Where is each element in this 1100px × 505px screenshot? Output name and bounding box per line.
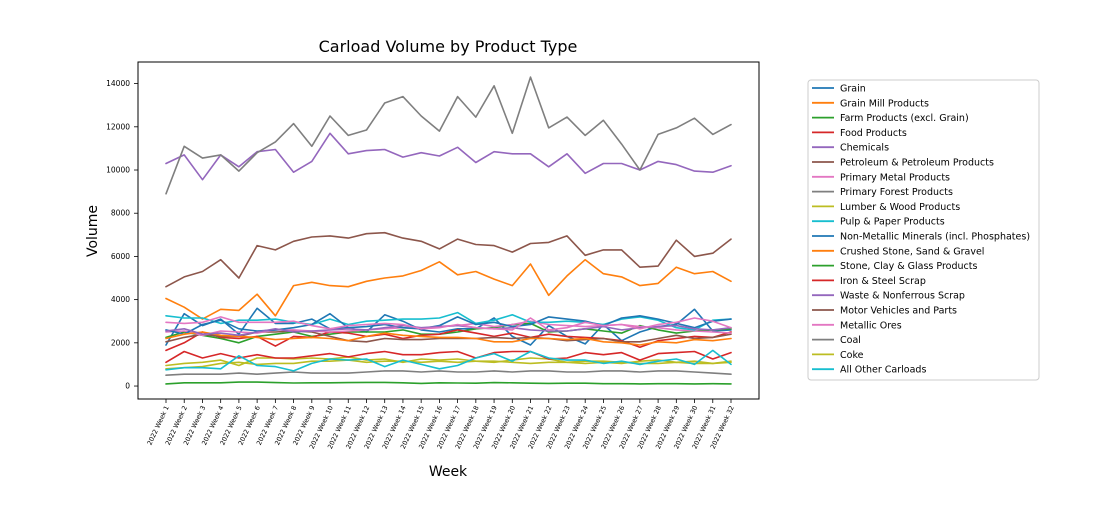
legend-label: Pulp & Paper Products <box>840 217 945 228</box>
legend-label: Primary Forest Products <box>840 187 953 198</box>
y-axis-label: Volume <box>85 205 101 257</box>
legend-label: All Other Carloads <box>840 365 926 376</box>
series-lines <box>165 76 732 385</box>
series-line-17 <box>165 76 732 195</box>
y-tick-label: 8000 <box>111 209 130 218</box>
legend-label: Motor Vehicles and Parts <box>840 306 957 317</box>
series-line-0 <box>165 307 732 346</box>
series-line-16 <box>165 316 732 331</box>
legend-items: Grain Grain Mill Products Farm Products (e… <box>812 84 1030 376</box>
legend-label: Non-Metallic Minerals (incl. Phosphates) <box>840 232 1030 243</box>
y-tick-label: 0 <box>125 382 130 391</box>
chart-title: Carload Volume by Product Type <box>319 37 578 56</box>
legend-label: Petroleum & Petroleum Products <box>840 158 994 169</box>
y-tick-label: 12000 <box>106 122 130 131</box>
series-line-15 <box>165 231 732 288</box>
series-line-11 <box>165 331 732 346</box>
series-line-13 <box>165 350 732 364</box>
y-tick-label: 10000 <box>106 166 130 175</box>
legend-label: Grain Mill Products <box>840 98 929 109</box>
legend-label: Iron & Steel Scrap <box>840 276 926 287</box>
legend-label: Coal <box>840 335 861 346</box>
legend-label: Metallic Ores <box>840 320 902 331</box>
y-tick-label: 6000 <box>111 252 130 261</box>
legend-label: Waste & Nonferrous Scrap <box>840 291 965 302</box>
legend-label: Grain <box>840 84 866 95</box>
legend-label: Crushed Stone, Sand & Gravel <box>840 246 984 257</box>
y-tick-label: 2000 <box>111 338 130 347</box>
series-line-12 <box>165 381 732 385</box>
series-line-9 <box>165 311 732 331</box>
x-axis-label: Week <box>429 464 468 480</box>
legend-label: Lumber & Wood Products <box>840 202 960 213</box>
legend: Grain Grain Mill Products Farm Products (e… <box>807 79 1040 381</box>
series-line-7 <box>165 370 732 377</box>
legend-label: Farm Products (excl. Grain) <box>840 113 969 124</box>
y-axis-ticks: 0 2000 4000 6000 8000 10000 12000 14000 <box>106 79 138 391</box>
legend-label: Chemicals <box>840 143 889 154</box>
legend-label: Primary Metal Products <box>840 172 950 183</box>
plot-frame <box>137 61 760 400</box>
series-line-19 <box>165 349 732 372</box>
series-line-8 <box>165 356 732 367</box>
legend-label: Stone, Clay & Glass Products <box>840 261 977 272</box>
legend-label: Coke <box>840 350 864 361</box>
y-tick-label: 4000 <box>111 295 130 304</box>
y-tick-label: 14000 <box>106 79 130 88</box>
legend-box <box>807 79 1040 381</box>
legend-label: Food Products <box>840 128 907 139</box>
series-line-1 <box>165 258 732 320</box>
